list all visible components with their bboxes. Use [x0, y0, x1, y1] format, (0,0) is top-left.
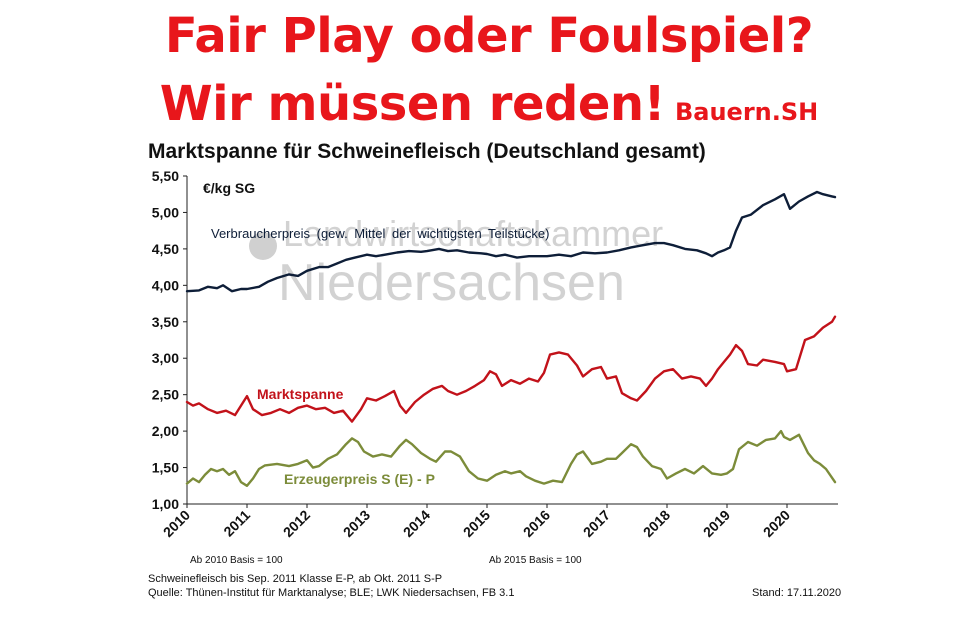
series-group — [185, 190, 837, 487]
x-tick-label: 2017 — [580, 507, 613, 540]
y-tick-label: 5,00 — [152, 204, 179, 220]
x-tick-label: 2011 — [220, 507, 253, 540]
y-tick-label: 5,50 — [152, 168, 179, 184]
x-tick-label: 2016 — [520, 507, 553, 540]
footer-line-2: Quelle: Thünen-Institut für Marktanalyse… — [148, 587, 515, 599]
x-tick-label: 2014 — [400, 507, 433, 540]
y-tick-label: 1,50 — [152, 460, 179, 476]
note-basis-2010: Ab 2010 Basis = 100 — [190, 555, 283, 566]
y-tick-label: 4,00 — [152, 277, 179, 293]
footer-line-1: Schweinefleisch bis Sep. 2011 Klasse E-P… — [148, 573, 443, 585]
watermark: Landwirtschaftskammer Niedersachsen — [249, 213, 663, 312]
watermark-logo-icon — [249, 232, 277, 260]
y-tick-label: 2,00 — [152, 423, 179, 439]
brand-label: Bauern.SH — [674, 98, 819, 126]
x-axis-ticks: 2010 2011 2012 2013 2014 2015 2016 2017 2018 2019… — [160, 504, 793, 540]
y-tick-label: 4,50 — [152, 241, 179, 257]
headline-line-1: Fair Play oder Foulspiel? — [164, 8, 814, 64]
series-label-verbraucherpreis: Verbraucherpreis (gew. Mittel der wichti… — [211, 226, 549, 241]
axes — [186, 176, 838, 505]
x-tick-label: 2018 — [640, 507, 673, 540]
x-tick-label: 2015 — [460, 507, 493, 540]
y-axis-ticks: 1,00 1,50 2,00 2,50 3,00 3,50 4,00 4,50 5,00 5,50 — [152, 168, 187, 512]
watermark-line-1: Landwirtschaftskammer — [283, 213, 663, 254]
headline-line-2: Wir müssen reden! — [159, 76, 666, 132]
y-tick-label: 3,50 — [152, 314, 179, 330]
series-label-erzeugerpreis: Erzeugerpreis S (E) - P — [284, 471, 435, 487]
footer-stand: Stand: 17.11.2020 — [752, 587, 842, 599]
unit-label: €/kg SG — [203, 180, 255, 196]
erzeugerpreis-line — [185, 429, 837, 487]
watermark-line-2: Niedersachsen — [278, 254, 625, 312]
note-basis-2015: Ab 2015 Basis = 100 — [489, 555, 582, 566]
y-tick-label: 3,00 — [152, 350, 179, 366]
headline-line-2-wrap: Wir müssen reden! Bauern.SH — [0, 76, 978, 132]
y-tick-label: 1,00 — [152, 496, 179, 512]
verbraucherpreis-line — [185, 190, 837, 293]
y-tick-label: 2,50 — [152, 387, 179, 403]
marktspanne-line — [185, 315, 837, 423]
x-tick-label: 2019 — [700, 507, 733, 540]
x-tick-label: 2013 — [340, 507, 373, 540]
chart-title: Marktspanne für Schweinefleisch (Deutsch… — [148, 140, 706, 163]
series-label-marktspanne: Marktspanne — [257, 386, 344, 402]
x-tick-label: 2012 — [280, 507, 313, 540]
x-tick-label: 2020 — [760, 507, 793, 540]
